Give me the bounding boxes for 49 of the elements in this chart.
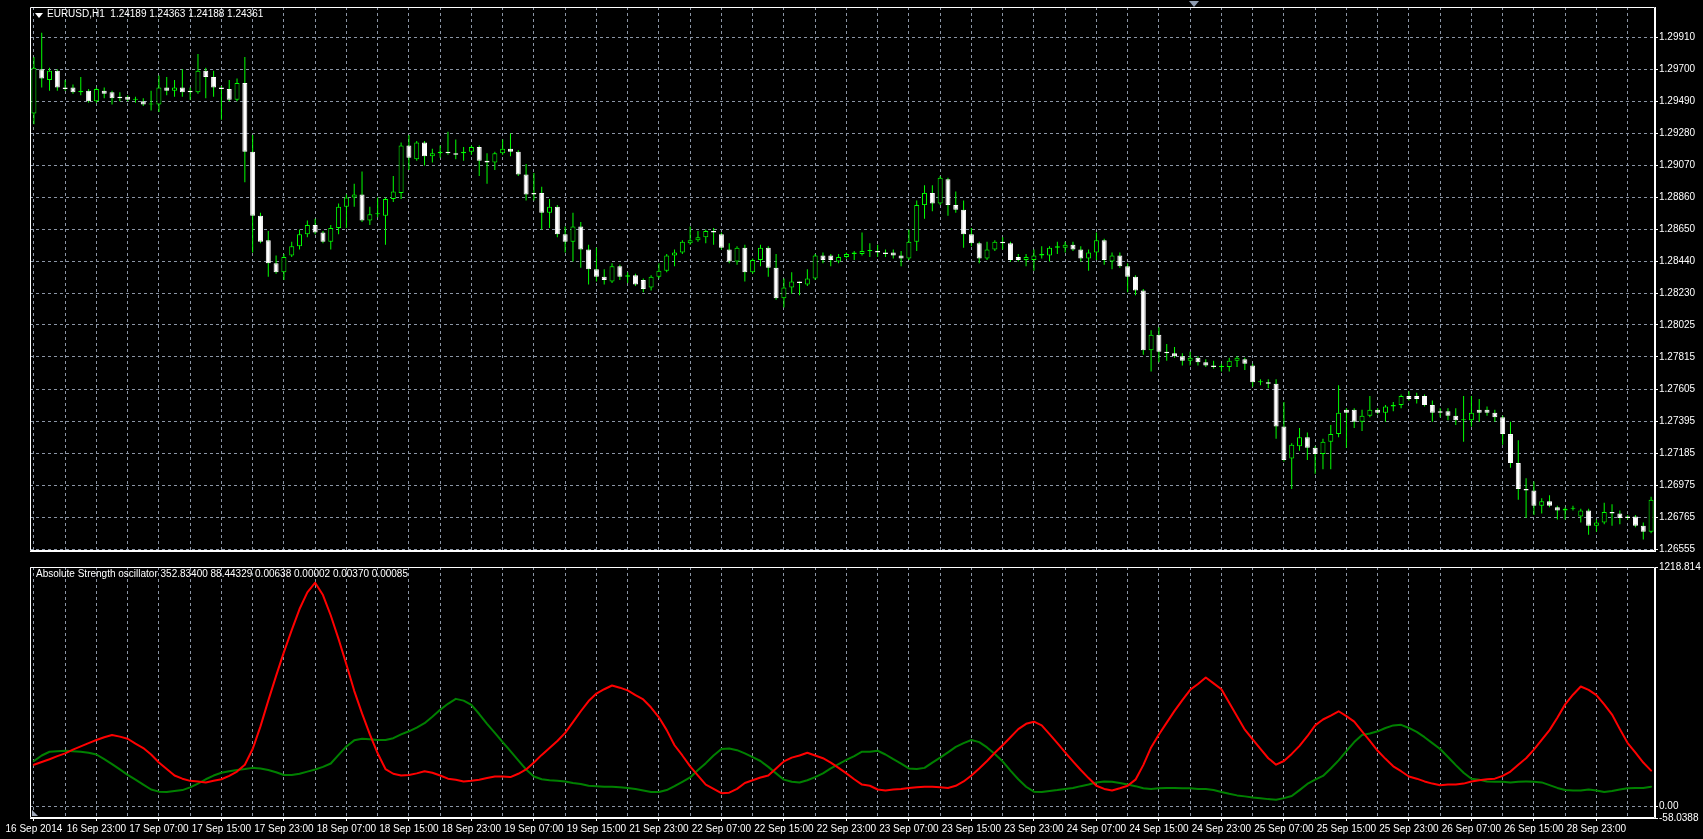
x-tick-label: 25 Sep 15:00: [1316, 822, 1377, 834]
y-tick-label: 1.26765: [1659, 511, 1696, 523]
chart-title: Absolute Strength oscillator 352.83400 88.44329 0.00638 0.00002 0.00370 0.00085: [36, 567, 409, 579]
x-tick-label: 16 Sep 23:00: [66, 822, 127, 834]
x-tick-label: 22 Sep 15:00: [754, 822, 815, 834]
candlestick: [1343, 408, 1349, 448]
x-tick-label: 17 Sep 23:00: [254, 822, 315, 834]
x-tick-label: 18 Sep 07:00: [316, 822, 377, 834]
x-tick-label: 17 Sep 15:00: [191, 822, 252, 834]
x-tick-label: 22 Sep 23:00: [816, 822, 877, 834]
y-tick-label: 1.29070: [1659, 159, 1696, 171]
x-tick-label: 25 Sep 23:00: [1379, 822, 1440, 834]
x-tick-label: 28 Sep 23:00: [1566, 822, 1627, 834]
y-tick-label: 1.26975: [1659, 478, 1696, 490]
y-tick-label: 1.27605: [1659, 382, 1696, 394]
y-tick-label: 1.28440: [1659, 255, 1696, 267]
y-tick-label: 1.28860: [1659, 191, 1696, 203]
y-tick-label: 1.28650: [1659, 223, 1696, 235]
x-tick-label: 24 Sep 23:00: [1191, 822, 1252, 834]
y-tick-label: 1.29490: [1659, 95, 1696, 107]
x-tick-label: 18 Sep 23:00: [441, 822, 502, 834]
chart-title: EURUSD,H1 1.24189 1.24363 1.24188 1.24361: [47, 7, 264, 19]
y-tick-label: 1.28025: [1659, 318, 1696, 330]
x-tick-label: 21 Sep 23:00: [629, 822, 690, 834]
x-tick-label: 19 Sep 15:00: [566, 822, 627, 834]
x-tick-label: 26 Sep 15:00: [1504, 822, 1565, 834]
x-tick-label: 26 Sep 07:00: [1441, 822, 1502, 834]
x-tick-label: 23 Sep 23:00: [1004, 822, 1065, 834]
y-tick-label: 1.28230: [1659, 287, 1696, 299]
y-tick-label: 0.00: [1659, 800, 1679, 812]
y-tick-label: 1.27185: [1659, 446, 1696, 458]
x-tick-label: 19 Sep 07:00: [504, 822, 565, 834]
y-tick-label: 1.27815: [1659, 350, 1696, 362]
x-tick-label: 24 Sep 07:00: [1066, 822, 1127, 834]
x-tick-label: 25 Sep 07:00: [1254, 822, 1315, 834]
x-tick-label: 23 Sep 15:00: [941, 822, 1002, 834]
y-tick-label: 1.29700: [1659, 63, 1696, 75]
x-tick-label: 23 Sep 07:00: [879, 822, 940, 834]
y-tick-label: 1.26555: [1659, 543, 1696, 555]
x-tick-label: 18 Sep 15:00: [379, 822, 440, 834]
x-tick-label: 24 Sep 15:00: [1129, 822, 1190, 834]
y-tick-label: 1.29280: [1659, 127, 1696, 139]
y-tick-label: 1.27395: [1659, 414, 1696, 426]
y-tick-label: 1.29910: [1659, 30, 1696, 42]
y-tick-label: 1218.814: [1659, 560, 1702, 572]
x-tick-label: 16 Sep 2014: [5, 822, 63, 834]
x-tick-label: 17 Sep 07:00: [129, 822, 190, 834]
y-tick-label: -58.0388: [1659, 811, 1699, 823]
x-tick-label: 22 Sep 07:00: [691, 822, 752, 834]
